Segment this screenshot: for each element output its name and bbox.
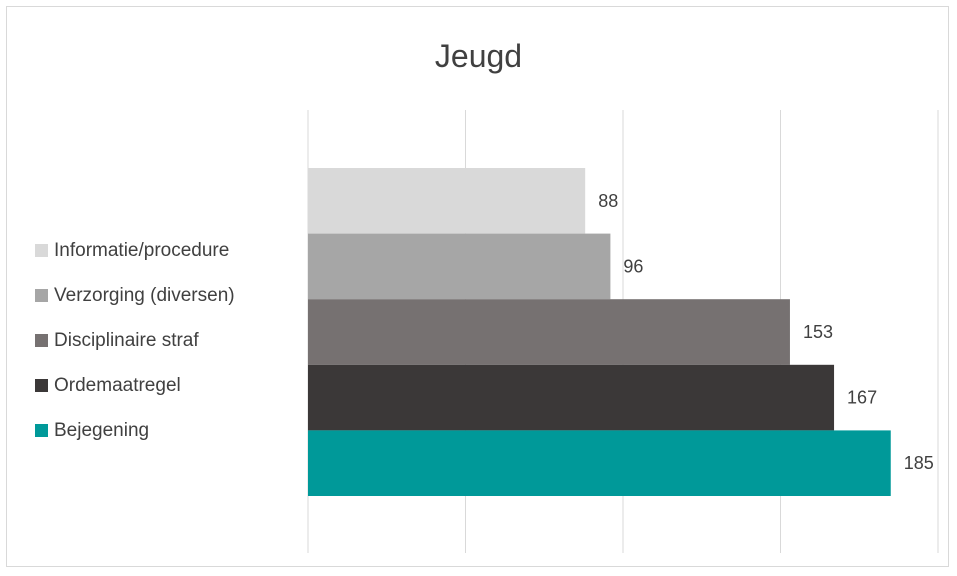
legend-item: Ordemaatregel [35, 363, 235, 408]
data-label: 96 [623, 256, 643, 276]
legend-item: Disciplinaire straf [35, 318, 235, 363]
legend-label: Informatie/procedure [54, 239, 230, 261]
bar-disciplinaire-straf [308, 299, 790, 365]
legend-swatch [35, 379, 48, 392]
data-label: 153 [803, 322, 833, 342]
legend-swatch [35, 424, 48, 437]
legend-item: Informatie/procedure [35, 228, 235, 273]
legend: Informatie/procedure Verzorging (diversen… [35, 228, 235, 453]
legend-label: Verzorging (diversen) [54, 284, 235, 306]
legend-swatch [35, 289, 48, 302]
bar-informatie-procedure [308, 168, 586, 234]
legend-label: Bejegening [54, 419, 150, 441]
legend-label: Ordemaatregel [54, 374, 181, 396]
legend-item: Bejegening [35, 408, 235, 453]
data-label: 167 [847, 388, 877, 408]
data-label: 185 [904, 453, 934, 473]
chart-title: Jeugd [434, 38, 523, 74]
bar-bejegening [308, 430, 891, 496]
legend-label: Disciplinaire straf [54, 329, 199, 351]
legend-swatch [35, 334, 48, 347]
bar-verzorging-diversen [308, 233, 611, 300]
legend-item: Verzorging (diversen) [35, 273, 235, 318]
bar-ordemaatregel [308, 364, 835, 431]
legend-swatch [35, 244, 48, 257]
data-label: 88 [598, 191, 618, 211]
